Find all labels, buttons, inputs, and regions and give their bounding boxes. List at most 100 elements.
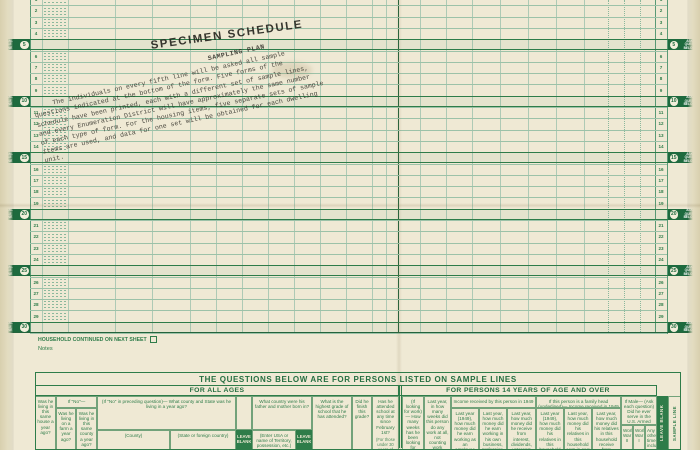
col-attended-school-note: (For those under 30 years of age, check … (375, 436, 396, 450)
grid-vline (528, 0, 529, 334)
paper-fold-right (687, 0, 700, 450)
entry-dashes (44, 30, 66, 38)
badge-number-circle: 25 (669, 266, 678, 276)
sub-enter-usa-note: (Enter USA or name of Territory, possess… (252, 430, 296, 450)
grid-rowline (30, 118, 667, 120)
grid-vline (152, 0, 153, 334)
badge-number-circle: 10 (669, 97, 678, 106)
row-number-right: 16 (658, 166, 664, 172)
group-armed-forces: If Male— (Ask each question) Did he ever… (621, 396, 657, 425)
col-county-state-year-ago: (If "No" in preceding question)— What co… (97, 396, 236, 430)
grid-rowline (30, 197, 667, 199)
row-number-left: 11 (33, 110, 39, 116)
grid-vline (608, 0, 609, 334)
row-number-left: 23 (33, 245, 39, 251)
row-number-right: 6 (659, 53, 663, 59)
notes-label: Notes (38, 346, 53, 352)
group-income-family: If this person is a family head (underli… (536, 396, 621, 408)
entry-dashes (44, 177, 66, 184)
paper-fold-left (0, 0, 14, 450)
col-attended-school-text: Has he attended school at any time since… (376, 398, 395, 435)
grid-rowline (30, 129, 667, 131)
badge-number-circle: 30 (20, 323, 29, 332)
col-same-county: Was he living in this same county a year… (76, 408, 97, 450)
sample-line-band (2, 152, 696, 164)
grid-vline (655, 0, 656, 334)
col-on-farm: Was he living on a farm a year ago? (56, 408, 76, 450)
row-number-left: 6 (34, 53, 38, 59)
group-income-person: Income received by this person in 1949 (451, 396, 536, 408)
grid-rowline (30, 27, 667, 29)
grid-vline (624, 0, 625, 334)
row-number-left: 27 (33, 290, 39, 296)
grid-vline (30, 0, 31, 334)
row-number-left: 18 (33, 189, 39, 195)
row-number-right: 4 (659, 31, 663, 37)
grid-rowline (30, 84, 667, 86)
grid-rowline (30, 299, 667, 301)
grid-rowline (30, 174, 667, 176)
row-number-right: 8 (659, 76, 663, 82)
grid-vline (584, 0, 585, 334)
entry-dashes (44, 233, 66, 241)
entry-dashes (44, 7, 66, 15)
grid-rowline (30, 5, 667, 7)
entry-dashes (44, 52, 66, 60)
grid-vline (472, 0, 473, 334)
continued-label-text: HOUSEHOLD CONTINUED ON NEXT SHEET (38, 336, 147, 343)
col-parents-birth-country: What country were his father and mother … (252, 396, 312, 430)
continued-checkbox (149, 336, 157, 343)
grid-rowline (30, 16, 667, 18)
sample-line-band (2, 95, 696, 107)
row-number-right: 22 (658, 234, 664, 240)
entry-dashes (44, 18, 66, 26)
col-weeks-worked: Last year, in how many weeks did this pe… (424, 396, 451, 450)
row-number-right: 14 (658, 144, 664, 150)
row-number-right: 17 (658, 177, 664, 183)
row-number-right: 3 (659, 19, 663, 25)
badge-number-circle: 5 (669, 40, 678, 50)
grid-rowline (30, 107, 667, 108)
grid-vline (68, 0, 69, 334)
entry-dashes (44, 278, 66, 286)
leave-blank-box-1: LEAVE BLANK (236, 430, 252, 450)
leave-blank-box-2: LEAVE BLANK (296, 430, 312, 450)
horizontal-crease (0, 203, 700, 208)
entry-dashes (44, 143, 66, 151)
grid-rowline (30, 140, 667, 142)
sample-line-band (2, 265, 696, 277)
row-number-left: 24 (33, 257, 39, 263)
col-wages-salary: Last year (1949), how much money did he … (451, 408, 479, 450)
sample-line-vertical-label: SAMPLE LINE (668, 396, 681, 450)
grid-vline (42, 0, 43, 334)
row-number-right: 2 (659, 8, 663, 14)
grid-vline (115, 0, 116, 334)
row-number-right: 7 (659, 64, 663, 70)
grid-vline (500, 0, 501, 334)
row-number-right: 29 (658, 313, 664, 319)
grid-vline (420, 0, 421, 334)
entry-dashes (44, 256, 66, 264)
entry-dashes (44, 222, 66, 230)
entry-dashes (44, 75, 66, 83)
row-number-right: 24 (658, 257, 664, 263)
row-number-right: 28 (658, 302, 664, 308)
row-number-right: 27 (658, 290, 664, 296)
entry-dashes (44, 64, 66, 71)
row-number-right: 26 (658, 279, 664, 285)
entry-dashes (44, 131, 66, 139)
col-own-business: Last year, how much money did he earn wo… (479, 408, 507, 450)
grid-vline (294, 0, 295, 334)
col-weeks-looking-text: (If looking for work)— How many weeks ha… (404, 398, 422, 450)
row-number-left: 26 (33, 279, 39, 285)
grid-rowline (30, 310, 667, 312)
row-number-left: 13 (33, 132, 39, 138)
badge-number-circle: 10 (20, 97, 29, 106)
row-number-left: 3 (34, 19, 38, 25)
grid-vline (556, 0, 557, 334)
entry-dashes (44, 290, 66, 297)
row-number-left: 1 (30, 0, 42, 5)
badge-number-circle: 15 (669, 153, 678, 163)
row-number-right: 12 (658, 121, 664, 127)
